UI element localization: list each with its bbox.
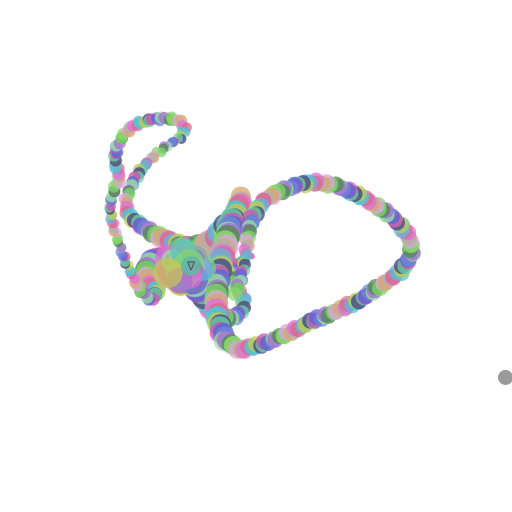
ribbon-circle [153, 258, 183, 288]
cursor-dot[interactable] [498, 370, 512, 385]
ribbon-circles [104, 111, 421, 358]
center-glyph-icon: ∇ [186, 259, 196, 273]
ribbon-circle [228, 287, 242, 301]
